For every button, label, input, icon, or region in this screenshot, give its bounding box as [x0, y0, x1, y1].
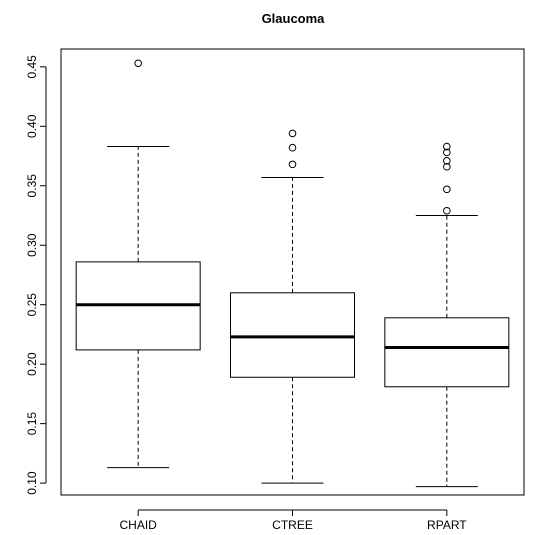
boxes-group: [75, 59, 510, 488]
outlier-point: [288, 143, 297, 152]
y-tick-label: 0.10: [25, 471, 39, 495]
y-tick-label: 0.15: [25, 412, 39, 436]
y-tick-label: 0.20: [25, 352, 39, 376]
outlier-point: [443, 206, 451, 215]
box-chaid: [75, 59, 201, 469]
x-tick-label: CHAID: [119, 518, 157, 532]
plot-frame: [60, 48, 525, 496]
y-tick-label: 0.30: [25, 233, 39, 257]
iqr-box: [230, 292, 355, 378]
box-rpart: [384, 142, 510, 488]
y-tick-label: 0.25: [25, 293, 39, 317]
iqr-box: [384, 317, 510, 388]
box-ctree: [230, 129, 355, 484]
y-tick-label: 0.40: [25, 114, 39, 138]
outlier-point: [443, 185, 451, 194]
y-axis: 0.10 0.15 0.20 0.25 0.30 0.35 0.40 0.45: [25, 55, 47, 495]
outlier-point: [288, 160, 297, 169]
y-tick-label: 0.45: [25, 55, 39, 79]
outlier-point: [443, 142, 451, 151]
chart-title: Glaucoma: [262, 11, 326, 26]
x-axis: CHAID CTREE RPART: [119, 509, 467, 532]
outlier-point: [443, 156, 451, 165]
x-tick-label: RPART: [427, 518, 467, 532]
outlier-point: [443, 162, 451, 171]
outlier-point: [443, 148, 451, 157]
outlier-point: [288, 129, 297, 138]
outlier-point: [134, 59, 142, 68]
y-tick-label: 0.35: [25, 174, 39, 198]
x-tick-label: CTREE: [272, 518, 313, 532]
